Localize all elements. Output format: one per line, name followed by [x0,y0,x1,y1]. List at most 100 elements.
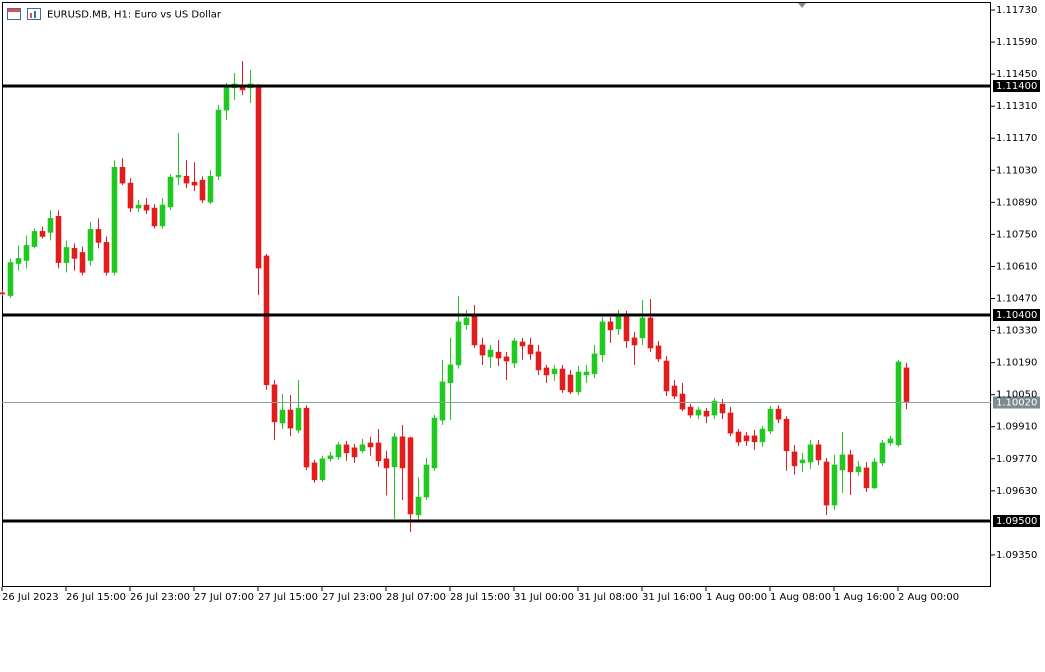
candle [287,395,294,437]
x-tick-label: 31 Jul 08:00 [578,592,638,603]
candle [439,359,446,425]
candle-body [0,292,6,295]
candle-body [607,321,614,331]
candle [503,351,510,381]
candle-body [583,371,590,376]
candle-body [343,444,350,454]
candle [95,218,102,249]
candle [703,408,710,424]
candle [575,366,582,396]
candle [175,132,182,185]
candle [47,210,54,241]
candle [511,337,518,368]
candle-body [23,245,30,261]
level-label: 1.09500 [996,516,1037,527]
candle [671,380,678,400]
candle [543,364,550,383]
candle-body [799,459,806,464]
candle [775,405,782,424]
candle [351,443,358,463]
candle [663,355,670,397]
candle-body [591,353,598,375]
candle [271,380,278,441]
candle-body [735,431,742,443]
candle-body [31,231,38,247]
candle [15,245,22,271]
y-tick-label: 1.09350 [996,550,1037,561]
candle [0,289,6,297]
level-box [993,80,1040,92]
x-tick-label: 31 Jul 16:00 [642,592,702,603]
candle-body [367,442,374,448]
candle-body [431,417,438,469]
current-price-label: 1.10020 [996,398,1037,409]
candle [871,457,878,490]
candle-body [671,385,678,397]
candle-body [111,167,118,273]
candle-body [207,175,214,203]
candle [815,440,822,465]
candle-body [287,409,294,429]
candle-body [487,349,494,358]
candle-body [839,454,846,471]
candle [23,235,30,269]
candle [687,404,694,419]
candle-body [303,407,310,468]
candle-body [415,496,422,516]
candle [711,398,718,420]
level-box [993,515,1040,527]
candle [559,364,566,393]
candle [39,226,46,239]
candle-body [191,181,198,186]
candle-body [727,412,734,434]
candle-body [903,367,910,402]
candle [727,407,734,437]
candle-body [479,344,486,356]
candle-body [783,418,790,452]
candle [583,364,590,383]
candle [311,459,318,483]
candle [447,337,454,421]
candle-body [703,410,710,417]
candle [535,344,542,375]
candle [487,344,494,368]
candle-body [103,242,110,273]
candle [591,344,598,378]
candle [359,438,366,453]
y-tick-label: 1.10330 [996,326,1037,337]
candle-body [7,262,14,296]
candle [839,431,846,493]
candle-body [495,351,502,359]
candle [495,339,502,367]
candle [119,158,126,185]
y-tick-label: 1.10190 [996,358,1037,369]
candle [647,298,654,352]
candle [455,295,462,369]
candle-body [519,341,526,347]
candle-body [423,464,430,498]
level-label: 1.11400 [996,81,1037,92]
candle [399,424,406,500]
candle-body [567,374,574,393]
candle [391,432,398,519]
candle-body [199,179,206,201]
candle-body [679,393,686,410]
candle [191,162,198,192]
candle [735,429,742,446]
candle [319,455,326,482]
candle-body [319,458,326,481]
candle-body [175,175,182,178]
candle-body [551,368,558,375]
candle-body [15,258,22,264]
candle-body [847,454,854,473]
candle [807,440,814,469]
candle [831,454,838,511]
icon-window [7,8,21,20]
candle-body [311,462,318,481]
candle [551,364,558,381]
candle [31,228,38,249]
candle-body [831,464,838,506]
candle-body [359,444,366,452]
candle-body [79,252,86,273]
